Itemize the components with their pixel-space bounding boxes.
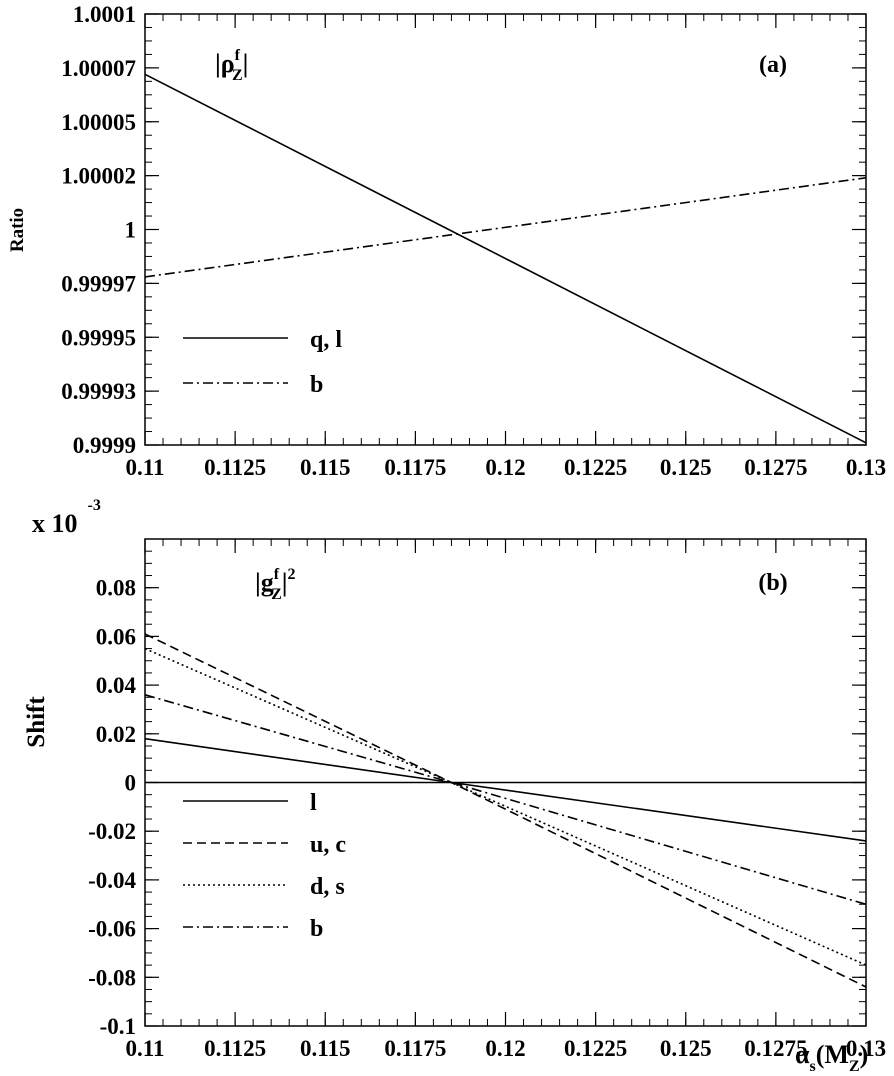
legend-label: q, l: [310, 327, 342, 353]
y-tick-label: -0.1: [100, 1014, 136, 1039]
y-tick-label: 0.06: [96, 624, 136, 649]
panel-tag: (a): [759, 52, 787, 78]
x-tick-label: 0.12: [485, 455, 525, 480]
y-tick-label: 0.08: [96, 576, 136, 601]
series-line-u-c: [144, 633, 867, 988]
series-line-b: [144, 694, 867, 906]
y-tick-label: 1: [125, 218, 137, 243]
x-tick-label: 0.13: [846, 1036, 886, 1061]
series-line-l: [144, 737, 867, 842]
x-tick-label: 0.115: [300, 455, 350, 480]
y-tick-label: -0.02: [88, 819, 136, 844]
x-tick-label: 0.11: [126, 1036, 165, 1061]
y-tick-label: 0.99997: [61, 271, 136, 296]
y-tick-label: 0.99993: [61, 379, 136, 404]
x-tick-label: 0.1225: [564, 1036, 627, 1061]
y-axis-title: Shift: [23, 696, 50, 748]
x-tick-label: 0.115: [300, 1036, 350, 1061]
coupling-annotation: |ρf Z|: [215, 47, 248, 84]
y-tick-label: -0.08: [88, 965, 136, 990]
y-tick-label: 1.00002: [61, 164, 136, 189]
x-tick-label: 0.1175: [384, 1036, 446, 1061]
x-tick-label: 0.1275: [744, 455, 807, 480]
x-tick-label: 0.13: [846, 455, 886, 480]
x-tick-label: 0.125: [660, 1036, 712, 1061]
x-tick-label: 0.12: [485, 1036, 525, 1061]
plot-frame: [144, 13, 867, 446]
legend-label: d, s: [310, 874, 345, 900]
y-scale-factor: x 10-3: [32, 497, 101, 538]
x-tick-label: 0.11: [126, 455, 165, 480]
x-tick-label: 0.1125: [204, 1036, 266, 1061]
y-tick-label: -0.04: [88, 868, 136, 893]
x-tick-label: 0.1125: [204, 455, 266, 480]
x-tick-label: 0.125: [660, 455, 712, 480]
x-tick-label: 0.1225: [564, 455, 627, 480]
y-tick-label: 0.02: [96, 722, 136, 747]
y-axis-title: Ratio: [7, 208, 28, 252]
panel-b-shift: 0.11 0.1125 0.115 0.1175 0.12 0.1225 0.125 0.12…: [23, 497, 886, 1075]
series-line-b: [144, 177, 867, 278]
x-axis-title: αs(MZ): [795, 1040, 868, 1075]
x-tick-label: 0.1175: [384, 455, 446, 480]
legend-label: b: [310, 372, 323, 398]
panel-tag: (b): [758, 570, 787, 596]
series-line-q-l: [144, 73, 867, 444]
y-tick-label: 1.0001: [73, 2, 136, 27]
y-tick-label: 0.04: [96, 673, 137, 698]
legend-label: u, c: [310, 832, 346, 858]
y-tick-label: 0: [125, 771, 137, 796]
legend-label: l: [310, 790, 317, 816]
y-tick-label: 1.00005: [61, 110, 136, 135]
series-line-d-s: [144, 647, 867, 966]
y-tick-label: -0.06: [88, 917, 136, 942]
panel-a-ratio: 0.11 0.1125 0.115 0.1175 0.12 0.1225 0.125 0.12…: [7, 2, 886, 480]
y-tick-label: 0.99995: [61, 325, 136, 350]
x-tick-label: 0.1275: [744, 1036, 807, 1061]
y-tick-label: 0.9999: [73, 433, 136, 458]
coupling-annotation: |gf Z|2: [255, 566, 295, 603]
y-tick-label: 1.00007: [61, 56, 136, 81]
legend-label: b: [310, 916, 323, 942]
